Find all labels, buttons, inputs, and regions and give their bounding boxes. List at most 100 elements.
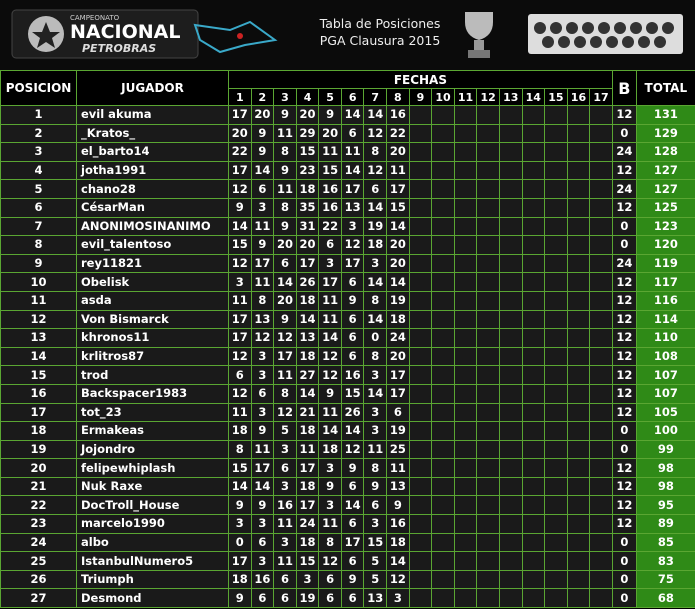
empty-cell [566, 328, 591, 348]
empty-cell [431, 569, 455, 590]
empty-cell [544, 290, 568, 311]
empty-cell [476, 476, 500, 497]
empty-cell [453, 514, 478, 534]
empty-cell [521, 476, 546, 497]
score: 14 [340, 160, 365, 181]
empty-cell [498, 309, 523, 330]
score: 9 [273, 309, 297, 330]
score: 25 [386, 439, 410, 460]
score: 14 [250, 160, 275, 181]
empty-cell [544, 197, 568, 218]
empty-cell [521, 216, 546, 237]
empty-cell [453, 235, 478, 255]
empty-cell [544, 235, 568, 255]
empty-cell [431, 551, 455, 571]
score: 17 [228, 551, 252, 571]
total: 99 [635, 439, 695, 460]
empty-cell [544, 365, 568, 385]
empty-cell [544, 476, 568, 497]
score: 3 [318, 253, 342, 274]
score: 9 [318, 105, 342, 125]
score: 12 [318, 551, 342, 571]
bonus: 12 [611, 383, 637, 404]
position: 14 [0, 346, 77, 367]
score: 16 [318, 197, 342, 218]
score: 5 [273, 421, 297, 441]
score: 5 [363, 569, 388, 590]
score: 17 [273, 346, 297, 367]
empty-cell [408, 216, 433, 237]
total: 123 [635, 216, 695, 237]
empty-cell [408, 458, 433, 478]
empty-cell [476, 105, 500, 125]
score: 17 [386, 383, 410, 404]
score: 18 [295, 421, 320, 441]
score: 9 [318, 476, 342, 497]
score: 24 [386, 328, 410, 348]
subtitle: PGA Clausura 2015 [319, 33, 441, 48]
logo-line: NACIONAL [70, 21, 180, 43]
empty-cell [476, 346, 500, 367]
empty-cell [589, 346, 613, 367]
position: 2 [0, 123, 77, 144]
empty-cell [498, 383, 523, 404]
empty-cell [476, 253, 500, 274]
score: 3 [250, 197, 275, 218]
score: 11 [273, 551, 297, 571]
score: 9 [340, 458, 365, 478]
empty-cell [453, 142, 478, 162]
trophy-stem [474, 40, 484, 50]
player: Von Bismarck [76, 309, 229, 330]
empty-cell [431, 328, 455, 348]
score: 29 [295, 123, 320, 144]
empty-cell [498, 346, 523, 367]
score: 9 [228, 588, 252, 609]
score: 11 [273, 179, 297, 199]
empty-cell [498, 179, 523, 199]
bonus: 0 [611, 216, 637, 237]
score: 3 [295, 569, 320, 590]
bonus: 12 [611, 160, 637, 181]
position: 15 [0, 365, 77, 385]
empty-cell [498, 197, 523, 218]
player: felipewhiplash [76, 458, 229, 478]
score: 6 [386, 402, 410, 423]
row: 12 Von Bismarck 17 13 9 14 11 6 14 18 12 114 [0, 309, 695, 330]
position: 17 [0, 402, 77, 423]
score: 14 [228, 216, 252, 237]
empty-cell [566, 439, 591, 460]
empty-cell [453, 476, 478, 497]
score: 12 [250, 328, 275, 348]
empty-cell [431, 402, 455, 423]
empty-cell [566, 272, 591, 292]
row: 13 khronos11 17 12 12 13 14 6 0 24 12 110 [0, 328, 695, 348]
empty-cell [589, 495, 613, 516]
score: 3 [318, 458, 342, 478]
score: 26 [340, 402, 365, 423]
empty-cell [408, 105, 433, 125]
position: 5 [0, 179, 77, 199]
fecha-number: 5 [318, 88, 342, 106]
score: 6 [273, 588, 297, 609]
player: Desmond [76, 588, 229, 609]
score: 6 [340, 123, 365, 144]
score: 9 [250, 142, 275, 162]
empty-cell [431, 309, 455, 330]
total: 95 [635, 495, 695, 516]
row: 5 chano28 12 6 11 18 16 17 6 17 24 127 [0, 179, 695, 199]
score: 11 [273, 514, 297, 534]
empty-cell [566, 532, 591, 553]
empty-cell [589, 365, 613, 385]
empty-cell [544, 105, 568, 125]
score: 16 [386, 105, 410, 125]
sponsor-logos [534, 22, 674, 48]
position: 18 [0, 421, 77, 441]
score: 6 [340, 476, 365, 497]
score: 6 [318, 569, 342, 590]
score: 13 [250, 309, 275, 330]
score: 35 [295, 197, 320, 218]
bonus: 0 [611, 532, 637, 553]
empty-cell [589, 272, 613, 292]
empty-cell [408, 421, 433, 441]
empty-cell [498, 216, 523, 237]
